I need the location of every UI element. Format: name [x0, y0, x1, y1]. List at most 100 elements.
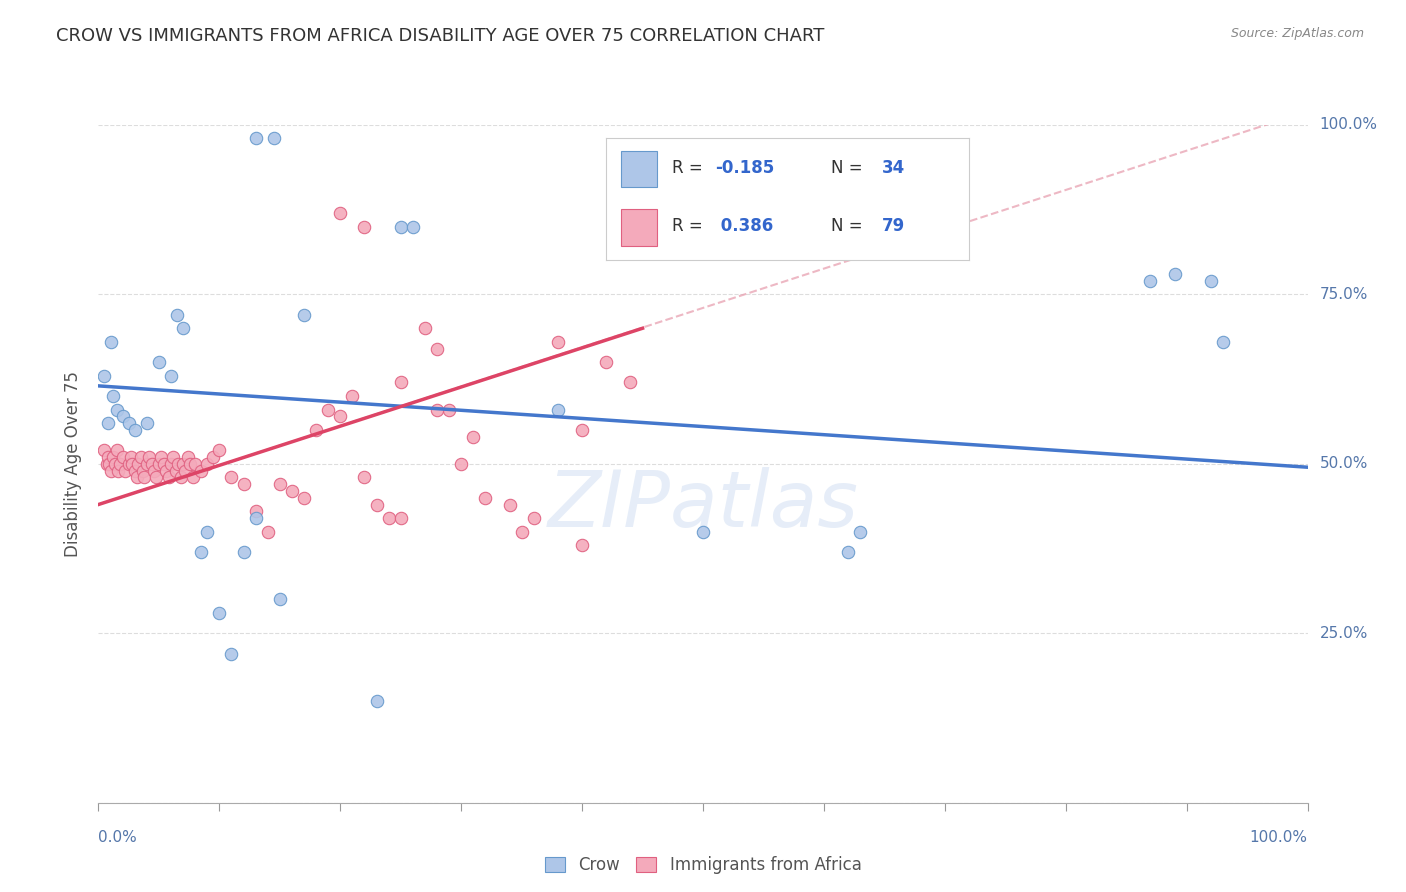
- Text: 25.0%: 25.0%: [1320, 626, 1368, 640]
- Point: [377, 511, 399, 525]
- Text: ZIPatlas: ZIPatlas: [547, 467, 859, 542]
- Point: [97, 416, 120, 430]
- Text: 0.0%: 0.0%: [98, 830, 138, 845]
- Text: 50.0%: 50.0%: [1320, 457, 1368, 471]
- Point: [190, 545, 212, 559]
- Point: [353, 470, 375, 484]
- Point: [143, 464, 166, 478]
- Point: [104, 457, 127, 471]
- Point: [202, 450, 225, 464]
- Point: [366, 498, 388, 512]
- Point: [474, 491, 496, 505]
- Point: [195, 457, 218, 471]
- Point: [162, 450, 184, 464]
- Point: [145, 470, 167, 484]
- Point: [111, 409, 134, 424]
- Text: CROW VS IMMIGRANTS FROM AFRICA DISABILITY AGE OVER 75 CORRELATION CHART: CROW VS IMMIGRANTS FROM AFRICA DISABILIT…: [56, 27, 824, 45]
- Point: [172, 321, 194, 335]
- Point: [129, 450, 152, 464]
- Point: [437, 402, 460, 417]
- Point: [523, 511, 546, 525]
- Text: Source: ZipAtlas.com: Source: ZipAtlas.com: [1230, 27, 1364, 40]
- Point: [269, 477, 291, 491]
- Y-axis label: Disability Age Over 75: Disability Age Over 75: [65, 371, 83, 557]
- Text: 100.0%: 100.0%: [1320, 118, 1378, 132]
- Text: 100.0%: 100.0%: [1250, 830, 1308, 845]
- Point: [93, 368, 115, 383]
- Text: 75.0%: 75.0%: [1320, 287, 1368, 301]
- Point: [305, 423, 328, 437]
- Point: [329, 409, 352, 424]
- Point: [221, 470, 243, 484]
- Point: [366, 694, 388, 708]
- Legend: Crow, Immigrants from Africa: Crow, Immigrants from Africa: [536, 848, 870, 882]
- Point: [1139, 274, 1161, 288]
- Point: [547, 402, 569, 417]
- Point: [152, 457, 174, 471]
- Point: [190, 464, 212, 478]
- Point: [148, 355, 170, 369]
- Point: [245, 504, 267, 518]
- Point: [127, 457, 149, 471]
- Point: [138, 450, 160, 464]
- Point: [134, 470, 156, 484]
- Point: [172, 457, 194, 471]
- Point: [849, 524, 872, 539]
- Point: [498, 498, 520, 512]
- Point: [150, 450, 173, 464]
- Point: [463, 430, 485, 444]
- Point: [1163, 267, 1185, 281]
- Point: [232, 545, 254, 559]
- Point: [571, 423, 593, 437]
- Point: [155, 464, 177, 478]
- Point: [184, 457, 207, 471]
- Point: [100, 334, 122, 349]
- Point: [413, 321, 436, 335]
- Point: [120, 450, 142, 464]
- Point: [619, 376, 641, 390]
- Point: [132, 464, 155, 478]
- Point: [121, 457, 143, 471]
- Point: [160, 368, 183, 383]
- Point: [316, 402, 339, 417]
- Point: [111, 450, 134, 464]
- Point: [167, 457, 190, 471]
- Point: [389, 219, 412, 234]
- Point: [166, 308, 188, 322]
- Point: [179, 457, 201, 471]
- Point: [389, 511, 412, 525]
- Point: [97, 450, 120, 464]
- Point: [263, 131, 285, 145]
- Point: [107, 464, 129, 478]
- Point: [426, 342, 449, 356]
- Point: [105, 402, 128, 417]
- Point: [353, 219, 375, 234]
- Point: [101, 450, 124, 464]
- Point: [426, 402, 449, 417]
- Point: [93, 443, 115, 458]
- Point: [169, 470, 191, 484]
- Point: [208, 606, 231, 620]
- Point: [571, 538, 593, 552]
- Point: [269, 592, 291, 607]
- Point: [208, 443, 231, 458]
- Point: [127, 470, 149, 484]
- Point: [547, 334, 569, 349]
- Point: [101, 389, 124, 403]
- Point: [174, 464, 197, 478]
- Point: [148, 457, 170, 471]
- Point: [329, 206, 352, 220]
- Point: [245, 511, 267, 525]
- Point: [256, 524, 278, 539]
- Point: [114, 464, 136, 478]
- Point: [165, 464, 187, 478]
- Point: [108, 457, 131, 471]
- Point: [195, 524, 218, 539]
- Point: [245, 131, 267, 145]
- Point: [510, 524, 533, 539]
- Point: [402, 219, 425, 234]
- Point: [692, 524, 714, 539]
- Point: [135, 457, 157, 471]
- Point: [177, 450, 200, 464]
- Point: [221, 647, 243, 661]
